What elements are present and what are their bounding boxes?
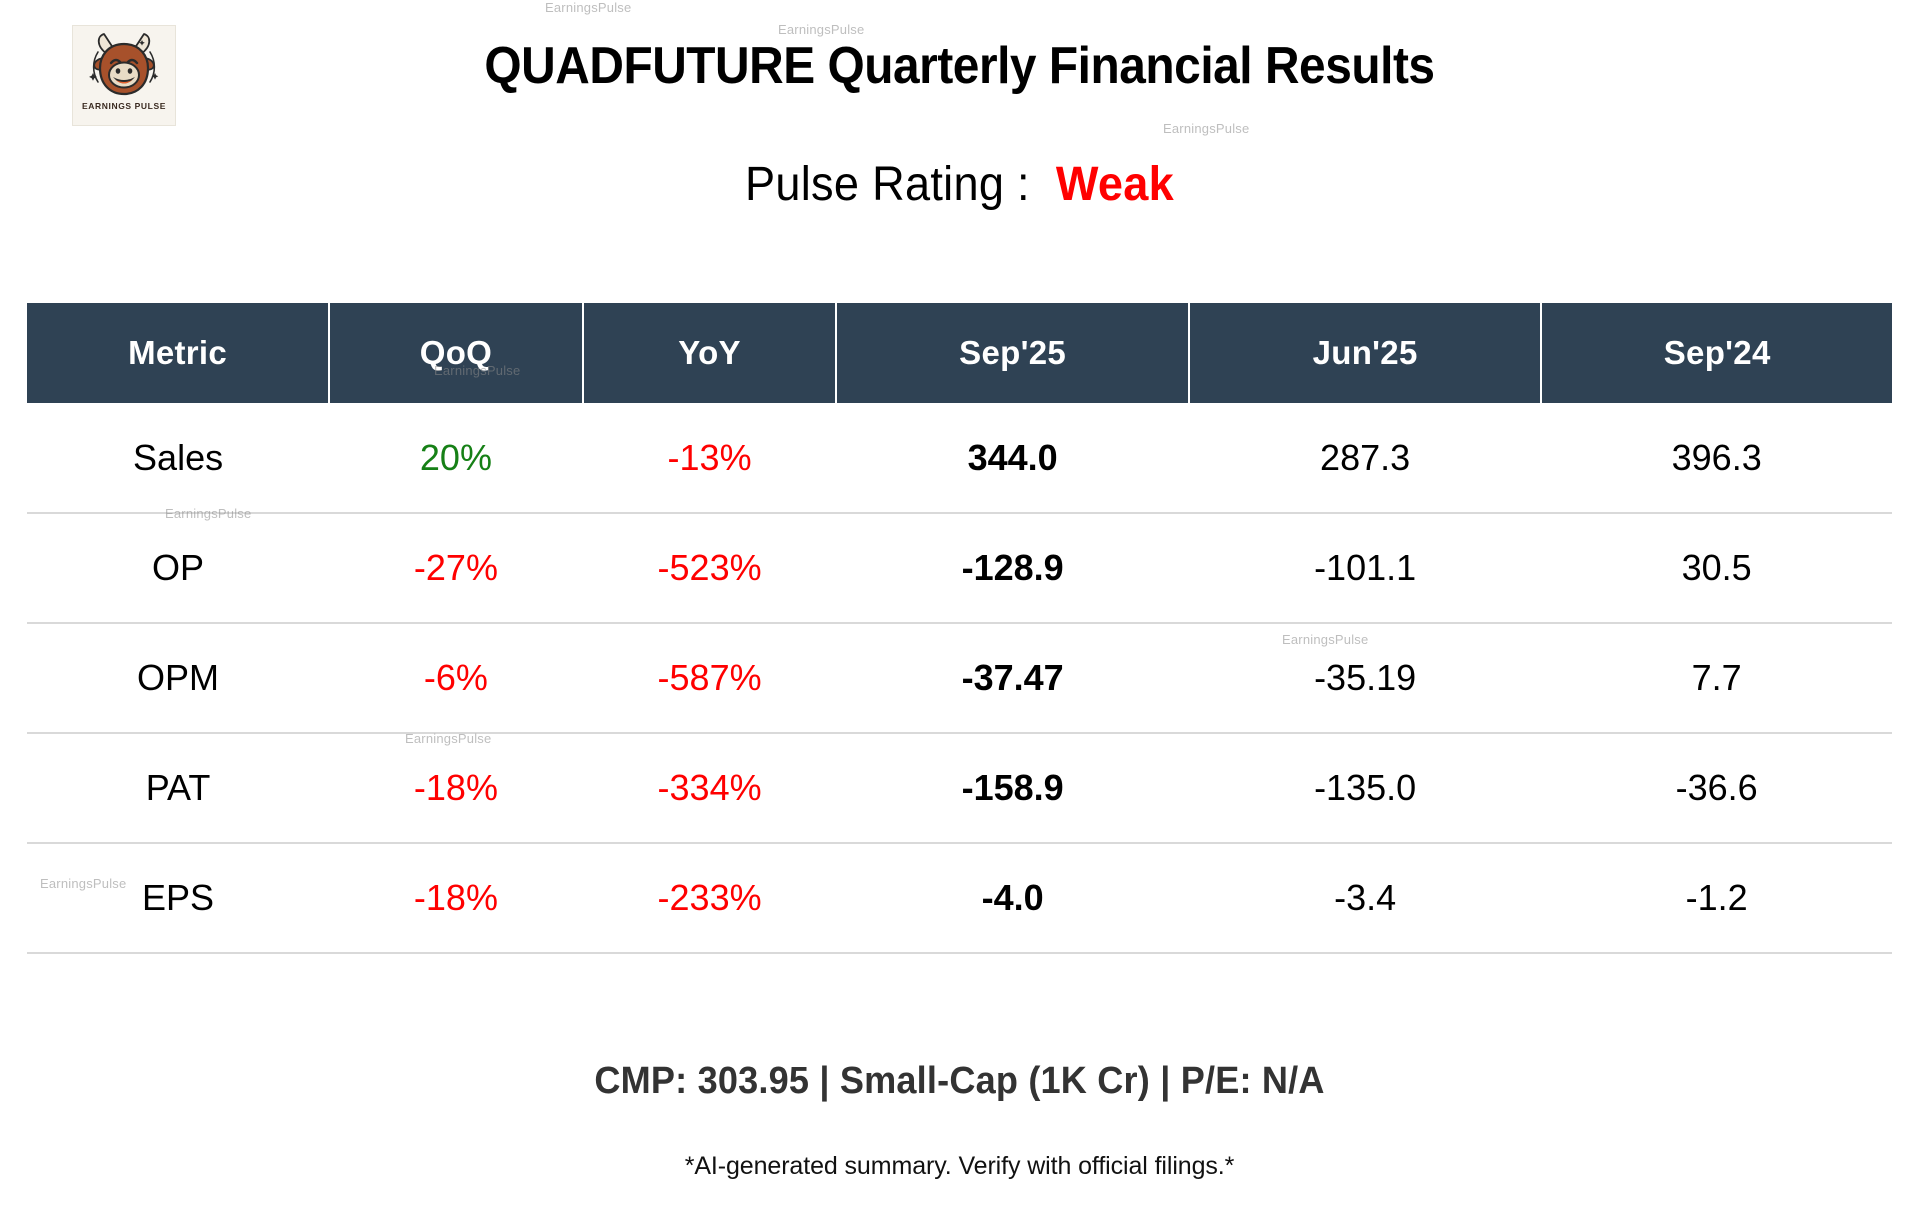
watermark-label: EarningsPulse (545, 0, 632, 15)
cell-metric: EPS (27, 843, 330, 954)
cell-sep25: 344.0 (836, 403, 1189, 514)
table-row: PAT -18% -334% -158.9 -135.0 -36.6 (27, 733, 1892, 844)
cell-sep25: -37.47 (836, 623, 1189, 734)
cell-metric: PAT (27, 733, 330, 844)
cell-yoy: -13% (582, 403, 837, 514)
cell-sep24: 396.3 (1541, 403, 1892, 514)
cell-qoq: 20% (329, 403, 583, 514)
cell-sep24: -1.2 (1541, 843, 1892, 954)
cell-sep25: -4.0 (836, 843, 1189, 954)
page-title: QUADFUTURE Quarterly Financial Results (484, 37, 1435, 95)
table-header-row: Metric QoQ YoY Sep'25 Jun'25 Sep'24 (27, 303, 1892, 403)
cell-jun25: -101.1 (1188, 513, 1542, 624)
cell-qoq: -18% (329, 733, 583, 844)
cell-qoq: -6% (329, 623, 583, 734)
cell-sep25: -158.9 (836, 733, 1189, 844)
cell-qoq: -18% (329, 843, 583, 954)
cell-jun25: -35.19 (1188, 623, 1542, 734)
cell-jun25: -3.4 (1188, 843, 1542, 954)
cell-sep24: 30.5 (1541, 513, 1892, 624)
cell-jun25: 287.3 (1188, 403, 1542, 514)
watermark-label: EarningsPulse (1163, 121, 1250, 136)
pulse-rating-value: Weak (1055, 158, 1175, 211)
column-header-sep24: Sep'24 (1541, 303, 1892, 403)
pulse-rating-label: Pulse Rating : (744, 158, 1030, 211)
cell-yoy: -334% (582, 733, 837, 844)
cell-sep24: 7.7 (1541, 623, 1892, 734)
column-header-jun25: Jun'25 (1188, 303, 1543, 403)
cell-yoy: -587% (582, 623, 837, 734)
cell-sep24: -36.6 (1541, 733, 1892, 844)
column-header-yoy: YoY (582, 303, 838, 403)
cell-yoy: -523% (582, 513, 837, 624)
cell-qoq: -27% (329, 513, 583, 624)
earnings-pulse-logo: EARNINGS PULSE (72, 25, 176, 126)
cell-yoy: -233% (582, 843, 837, 954)
cell-metric: Sales (27, 403, 330, 514)
financial-results-table: Metric QoQ YoY Sep'25 Jun'25 Sep'24 Sale… (27, 303, 1892, 954)
column-header-metric: Metric (27, 303, 331, 403)
pulse-rating: Pulse Rating : Weak (58, 157, 1862, 212)
bull-head-icon (84, 32, 164, 100)
table-row: Sales 20% -13% 344.0 287.3 396.3 (27, 403, 1892, 514)
table-row: OPM -6% -587% -37.47 -35.19 7.7 (27, 623, 1892, 734)
column-header-sep25: Sep'25 (836, 303, 1190, 403)
column-header-qoq: QoQ (329, 303, 584, 403)
cmp-summary-line: CMP: 303.95 | Small-Cap (1K Cr) | P/E: N… (594, 1060, 1325, 1102)
table-row: EPS -18% -233% -4.0 -3.4 -1.2 (27, 843, 1892, 954)
disclaimer-text: *AI-generated summary. Verify with offic… (684, 1152, 1235, 1180)
cell-sep25: -128.9 (836, 513, 1189, 624)
logo-wordmark: EARNINGS PULSE (82, 101, 166, 111)
table-row: OP -27% -523% -128.9 -101.1 30.5 (27, 513, 1892, 624)
cell-jun25: -135.0 (1188, 733, 1542, 844)
cell-metric: OP (27, 513, 330, 624)
cell-metric: OPM (27, 623, 330, 734)
watermark-label: EarningsPulse (778, 22, 865, 37)
